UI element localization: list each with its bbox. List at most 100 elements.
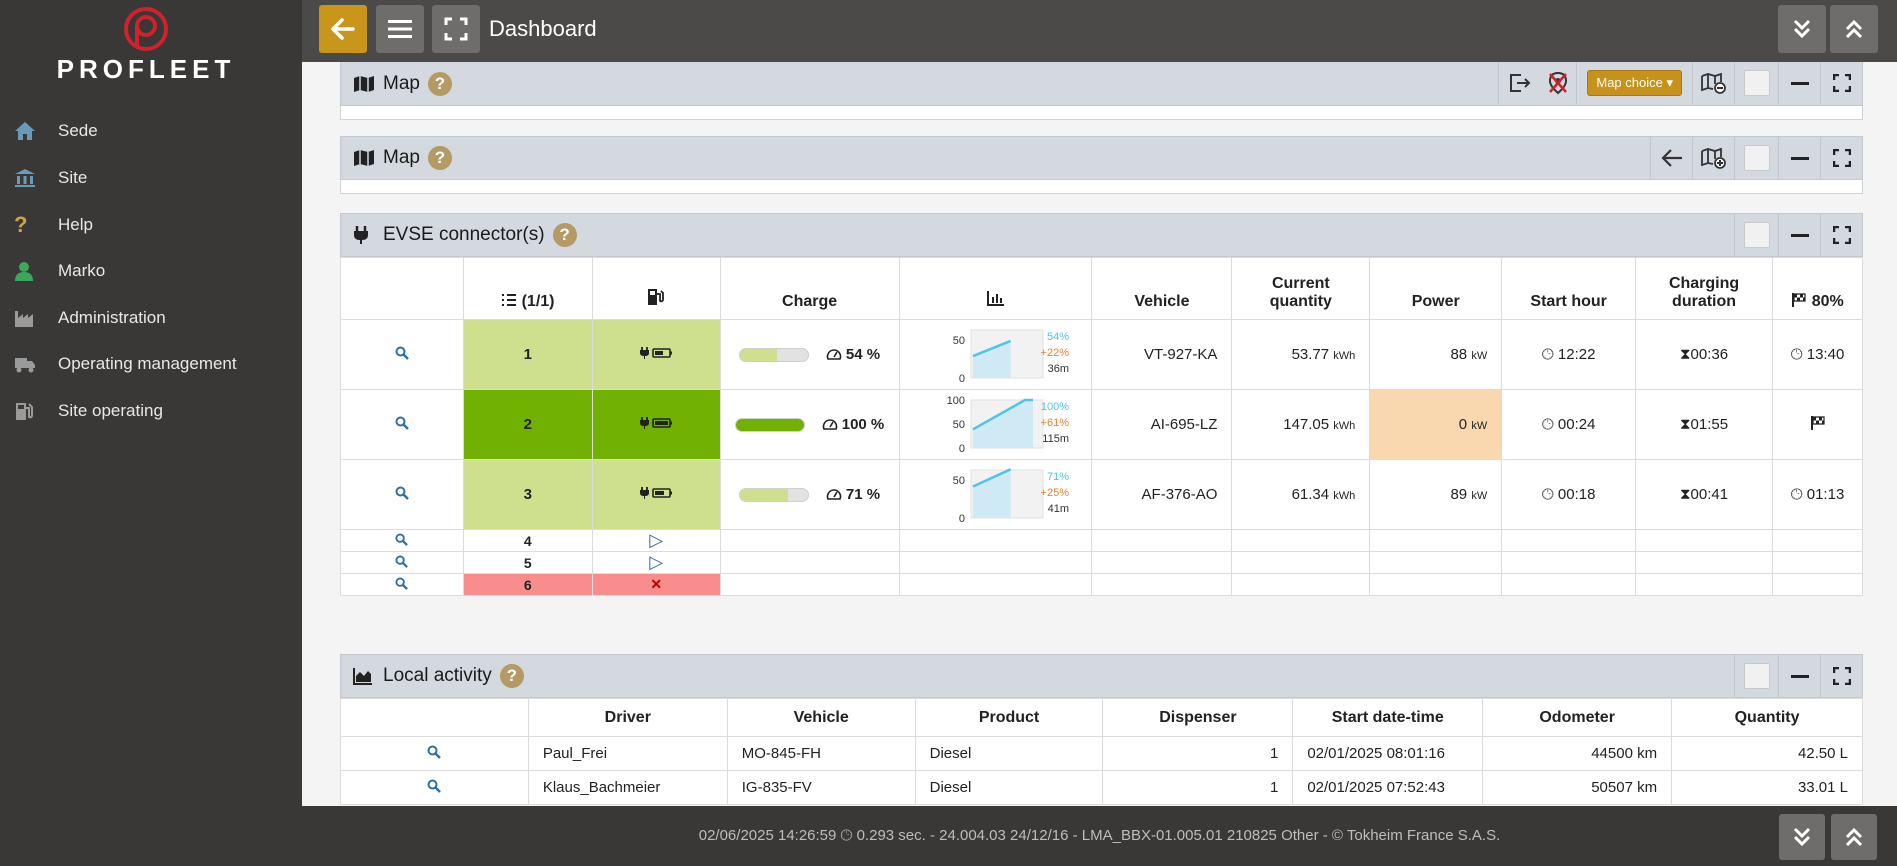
clock-icon: 🕒︎ bbox=[840, 827, 853, 844]
start-hour: 🕒︎ 00:18 bbox=[1501, 459, 1637, 530]
sidebar-item-label: Operating management bbox=[58, 354, 237, 373]
search-button[interactable] bbox=[340, 389, 464, 460]
charging-duration: ⧗00:41 bbox=[1635, 459, 1774, 530]
charging-station-icon bbox=[648, 289, 665, 305]
map-zoom-out-button[interactable] bbox=[1692, 62, 1734, 104]
activity-col-quantity[interactable]: Quantity bbox=[1671, 698, 1863, 737]
product: Diesel bbox=[914, 770, 1104, 805]
charge-cell: 54 % bbox=[719, 319, 900, 390]
sparkline-tick-label: 50 bbox=[952, 419, 964, 431]
scroll-down-button[interactable] bbox=[1778, 5, 1826, 53]
quantity-header-line1: Current bbox=[1271, 275, 1330, 292]
connector-error: ✕ bbox=[591, 573, 721, 596]
collapse-button[interactable] bbox=[1778, 655, 1820, 697]
search-button[interactable] bbox=[340, 551, 464, 574]
footer-status: 02/06/2025 14:26:59 🕒︎ 0.293 sec. - 24.0… bbox=[302, 827, 1897, 844]
sparkline-delta: +22% bbox=[1040, 347, 1069, 359]
panel-select-checkbox[interactable] bbox=[1734, 214, 1778, 256]
start-charge-button[interactable]: ▷ bbox=[591, 551, 721, 574]
start-charge-button[interactable]: ▷ bbox=[591, 529, 721, 552]
collapse-button[interactable] bbox=[1778, 62, 1820, 104]
driver-name: Paul_Frei bbox=[527, 736, 728, 771]
search-button[interactable] bbox=[340, 736, 529, 771]
sidebar-item-marko[interactable]: Marko bbox=[14, 256, 105, 286]
fullscreen-button[interactable] bbox=[432, 5, 480, 53]
evse-panel-header: EVSE connector(s) ? bbox=[340, 213, 1863, 257]
help-icon[interactable]: ? bbox=[427, 146, 452, 170]
evse-col-power: Power bbox=[1369, 257, 1503, 320]
menu-button[interactable] bbox=[376, 5, 424, 53]
help-icon[interactable]: ? bbox=[427, 71, 452, 96]
map-choice-dropdown[interactable]: Map choice ▾ bbox=[1587, 70, 1682, 96]
user-icon bbox=[14, 260, 40, 282]
evse-col-index[interactable]: (1/1) bbox=[462, 257, 593, 320]
search-button[interactable] bbox=[340, 573, 464, 596]
duration-value: 01:55 bbox=[1690, 416, 1729, 433]
quantity-value: 53.77 bbox=[1291, 346, 1330, 363]
start-hour-value: 12:22 bbox=[1557, 346, 1596, 363]
evse-row: 2 100 % 100 50 0 100% +61% 115m AI-695-LZ 147… bbox=[340, 389, 1863, 460]
maximize-button[interactable] bbox=[1820, 655, 1862, 697]
sidebar-item-site-operating[interactable]: Site operating bbox=[14, 396, 163, 426]
quantity: 33.01 L bbox=[1671, 770, 1863, 805]
export-button[interactable] bbox=[1498, 62, 1540, 104]
collapse-button[interactable] bbox=[1778, 214, 1820, 256]
profleet-logo[interactable]: PROFLEET bbox=[0, 6, 292, 88]
panel-select-checkbox[interactable] bbox=[1734, 137, 1778, 179]
evse-panel: EVSE connector(s) ? (1/1) bbox=[340, 213, 1863, 596]
logo-text: PROFLEET bbox=[56, 54, 236, 84]
location-off-button[interactable] bbox=[1540, 62, 1576, 104]
sidebar-item-operating-management[interactable]: Operating management bbox=[14, 349, 237, 379]
charge-percent: 54 % bbox=[845, 346, 881, 363]
map-back-button[interactable] bbox=[1650, 137, 1692, 179]
clock-icon: 🕒︎ bbox=[1541, 416, 1554, 433]
map-zoom-in-button[interactable] bbox=[1692, 137, 1734, 179]
activity-col-dispenser[interactable]: Dispenser bbox=[1102, 698, 1294, 737]
fullscreen-icon bbox=[444, 17, 468, 41]
maximize-button[interactable] bbox=[1820, 137, 1862, 179]
search-button[interactable] bbox=[340, 770, 529, 805]
back-button[interactable] bbox=[319, 5, 367, 53]
scroll-up-button[interactable] bbox=[1830, 5, 1878, 53]
footer-scroll-down-button[interactable] bbox=[1779, 814, 1825, 860]
maximize-button[interactable] bbox=[1820, 62, 1862, 104]
sidebar-item-site[interactable]: Site bbox=[14, 163, 87, 193]
activity-col-odometer[interactable]: Odometer bbox=[1482, 698, 1673, 737]
sidebar-item-administration[interactable]: Administration bbox=[14, 303, 166, 333]
help-icon[interactable]: ? bbox=[552, 223, 577, 247]
ordered-list-icon bbox=[502, 294, 517, 306]
help-icon[interactable]: ? bbox=[499, 664, 524, 688]
charge-progress-bar bbox=[739, 348, 810, 363]
quantity: 42.50 L bbox=[1671, 736, 1863, 771]
collapse-button[interactable] bbox=[1778, 137, 1820, 179]
activity-col-product[interactable]: Product bbox=[914, 698, 1104, 737]
charge-sparkline: 100 50 0 100% +61% 115m bbox=[898, 389, 1093, 460]
search-button[interactable] bbox=[340, 529, 464, 552]
expand-icon bbox=[1832, 226, 1851, 244]
evse-row: 6 ✕ bbox=[340, 573, 1863, 596]
activity-col-start[interactable]: Start date-time bbox=[1292, 698, 1484, 737]
search-icon bbox=[395, 554, 409, 568]
activity-col-vehicle[interactable]: Vehicle bbox=[726, 698, 916, 737]
power-value: 88 bbox=[1450, 346, 1468, 363]
footer-scroll-up-button[interactable] bbox=[1831, 814, 1877, 860]
sidebar-item-sede[interactable]: Sede bbox=[14, 116, 98, 146]
sparkline-line bbox=[971, 398, 1033, 430]
activity-col-driver[interactable]: Driver bbox=[527, 698, 728, 737]
search-button[interactable] bbox=[340, 319, 464, 390]
start-hour: 🕒︎ 00:24 bbox=[1501, 389, 1637, 460]
panel-select-checkbox[interactable] bbox=[1734, 655, 1778, 697]
panel-select-checkbox[interactable] bbox=[1734, 62, 1778, 104]
plug-battery-icon bbox=[640, 346, 673, 359]
sidebar-item-label: Site bbox=[58, 168, 88, 187]
search-button[interactable] bbox=[340, 459, 464, 530]
sidebar-item-help[interactable]: ? Help bbox=[14, 210, 93, 240]
minus-icon bbox=[1790, 81, 1809, 85]
play-icon: ▷ bbox=[649, 530, 664, 550]
maximize-button[interactable] bbox=[1820, 214, 1862, 256]
panel-title: EVSE connector(s) bbox=[383, 224, 545, 245]
start-datetime: 02/01/2025 08:01:16 bbox=[1292, 736, 1484, 771]
target-label: 80% bbox=[1811, 293, 1844, 310]
map-panel-1: Map ? Map choice ▾ bbox=[340, 62, 1863, 120]
evse-col-chart bbox=[898, 257, 1093, 320]
